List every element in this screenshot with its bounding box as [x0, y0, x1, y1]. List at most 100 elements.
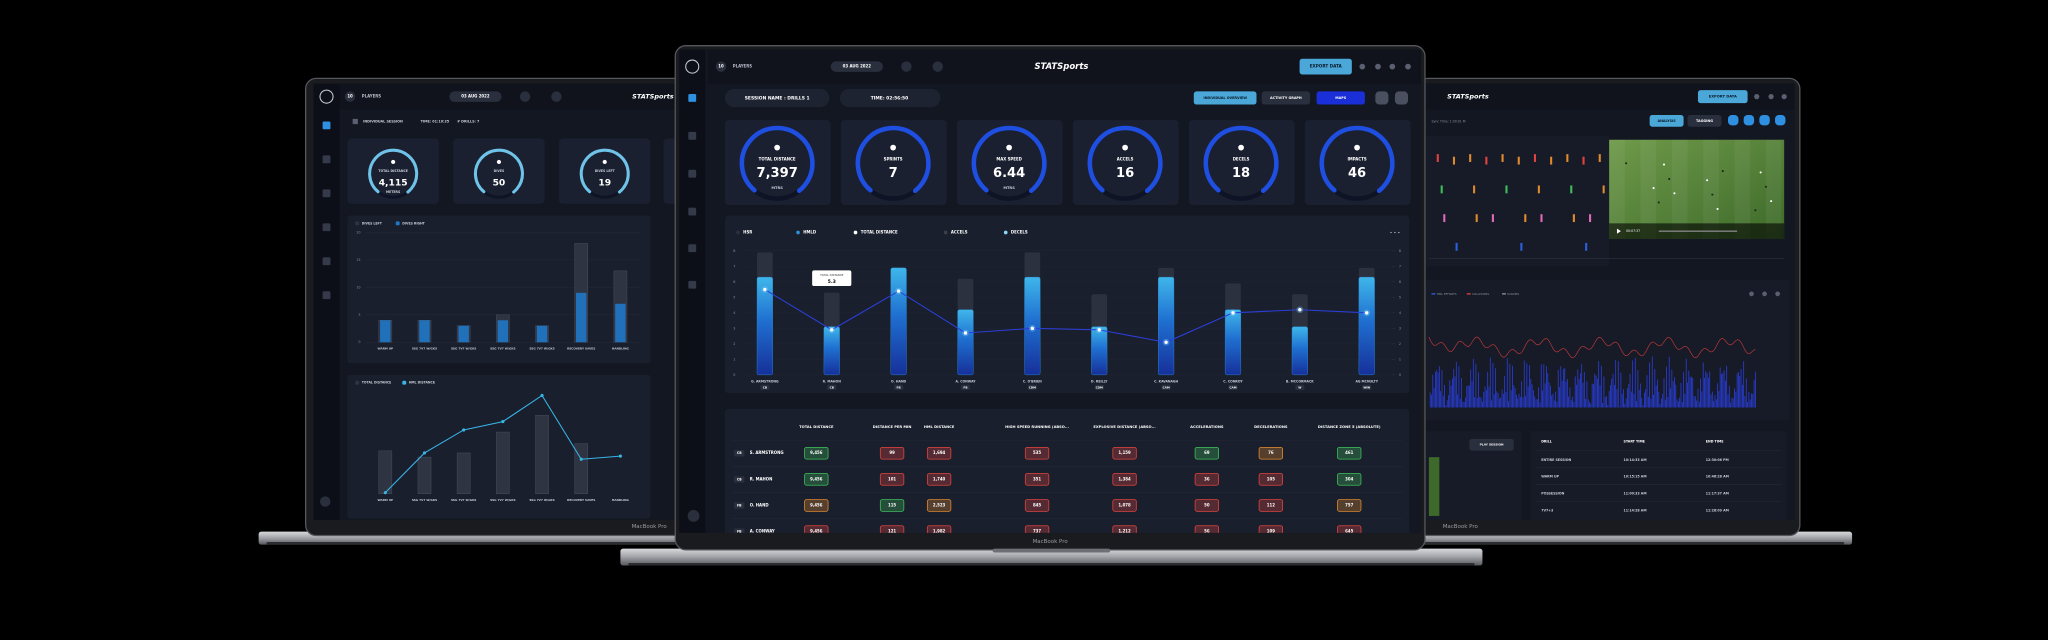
sidebar-icon[interactable] [688, 280, 697, 289]
chart-tool[interactable] [1762, 291, 1767, 297]
bar [1158, 276, 1175, 376]
table-cell: 11:14:28 AM [1624, 509, 1647, 513]
event-mark [1473, 185, 1476, 194]
sidebar-icon[interactable] [688, 131, 697, 140]
sidebar-icon[interactable] [322, 121, 331, 130]
sidebar-icon[interactable] [322, 223, 331, 232]
date-pill[interactable] [449, 91, 502, 102]
x-tick-label: C. O'BRIEN [1023, 379, 1042, 383]
bar [575, 292, 587, 343]
legend-dot [1003, 230, 1008, 235]
y2-tick-label: 3 [1399, 326, 1401, 330]
toolbar-icon[interactable] [1754, 94, 1760, 100]
bar [1224, 309, 1242, 376]
kpi-icon [1354, 144, 1360, 151]
player-dot [1764, 185, 1767, 188]
play-session-label: PLAY SESSION [1480, 443, 1504, 447]
position-label: FB [963, 385, 967, 389]
logo: STATSports [1447, 93, 1489, 101]
tab-button[interactable] [1261, 91, 1311, 105]
edit-icon[interactable] [901, 61, 912, 72]
sidebar-icon[interactable] [688, 169, 697, 178]
table-header: DISTANCE PER MIN [873, 425, 912, 429]
gauge-ring [739, 125, 815, 201]
value-badge [926, 446, 952, 460]
table-header: HML DISTANCE [924, 425, 955, 429]
menu-dot[interactable] [1390, 231, 1392, 234]
tool-icon[interactable] [1759, 114, 1770, 126]
kpi-unit: MTRS [771, 186, 783, 190]
value-badge [1024, 446, 1050, 460]
sidebar-icon[interactable] [322, 257, 331, 266]
menu-dot[interactable] [1394, 231, 1396, 234]
date-pill[interactable] [830, 61, 883, 72]
sidebar-icon[interactable] [322, 155, 331, 164]
tool-button[interactable] [1394, 91, 1408, 105]
filter-icon[interactable] [551, 91, 562, 102]
tab-button[interactable] [1193, 91, 1257, 105]
menu-dot[interactable] [1398, 231, 1400, 234]
sidebar-icon[interactable] [322, 189, 331, 198]
play-icon[interactable] [1616, 228, 1621, 234]
export-label: EXPORT DATA [1310, 64, 1343, 69]
toolbar-icon[interactable] [1389, 63, 1396, 70]
tab-button[interactable] [1316, 91, 1365, 105]
event-mark [1443, 214, 1446, 223]
toolbar-icon[interactable] [1781, 94, 1787, 100]
position-badge [1228, 384, 1238, 390]
edit-icon[interactable] [519, 91, 531, 102]
table-cell: 7V7+3 [1541, 509, 1553, 513]
tab-button[interactable] [1649, 114, 1684, 127]
tool-button[interactable] [1375, 91, 1389, 105]
sidebar-icon[interactable] [688, 94, 697, 102]
video[interactable] [1609, 139, 1785, 240]
tool-icon[interactable] [1743, 114, 1755, 126]
point [422, 451, 427, 455]
position-badge [760, 384, 770, 390]
position-label: CB [737, 477, 742, 481]
value-badge [1112, 499, 1137, 512]
table-cell: 9,456 [810, 450, 823, 455]
toolbar-icon[interactable] [1768, 94, 1774, 100]
play-session-button[interactable] [1469, 438, 1514, 451]
filter-icon[interactable] [932, 61, 944, 72]
tool-icon[interactable] [1727, 114, 1739, 126]
laptop-base-lip [266, 542, 677, 545]
field-stripe [1734, 139, 1751, 240]
tool-icon[interactable] [1775, 114, 1786, 126]
gauge-ring [473, 148, 524, 199]
kpi-label: DIVES LEFT [595, 169, 616, 173]
export-button[interactable] [1697, 90, 1748, 104]
sidebar-icon[interactable] [688, 244, 697, 253]
position-badge [1362, 384, 1372, 390]
x-tick-label: SSG 7V7 W/GKS [412, 347, 437, 351]
chart-tool[interactable] [1775, 291, 1780, 297]
x-tick-label: AG MCNULTY [1355, 379, 1378, 383]
y-tick-label: 7 [733, 264, 735, 268]
y2-tick-label: 1 [1399, 357, 1401, 361]
export-button[interactable] [1299, 58, 1352, 75]
collapse-button[interactable] [319, 496, 331, 507]
toolbar-icon[interactable] [1405, 63, 1411, 70]
chart-tool[interactable] [1749, 291, 1754, 297]
point [462, 428, 466, 432]
event-mark [1537, 185, 1540, 194]
sidebar-icon[interactable] [322, 291, 331, 300]
toolbar-icon[interactable] [1359, 63, 1366, 70]
value-badge [804, 525, 829, 533]
session-icon [352, 118, 358, 125]
kpi-icon [602, 159, 607, 165]
tab-button[interactable] [1687, 114, 1722, 127]
x-tick-label: WARM UP [377, 347, 393, 351]
position-badge [1161, 384, 1171, 390]
time-pill [839, 88, 941, 108]
session-pill [724, 88, 830, 108]
table-cell: 1,078 [1118, 502, 1131, 507]
field-stripe [1609, 139, 1625, 240]
sidebar-icon[interactable] [688, 207, 697, 216]
collapse-button[interactable] [687, 510, 700, 522]
toolbar-icon[interactable] [1375, 63, 1381, 70]
y-tick-label: 10 [357, 285, 361, 289]
x-tick-label: HANDLING [612, 498, 630, 502]
